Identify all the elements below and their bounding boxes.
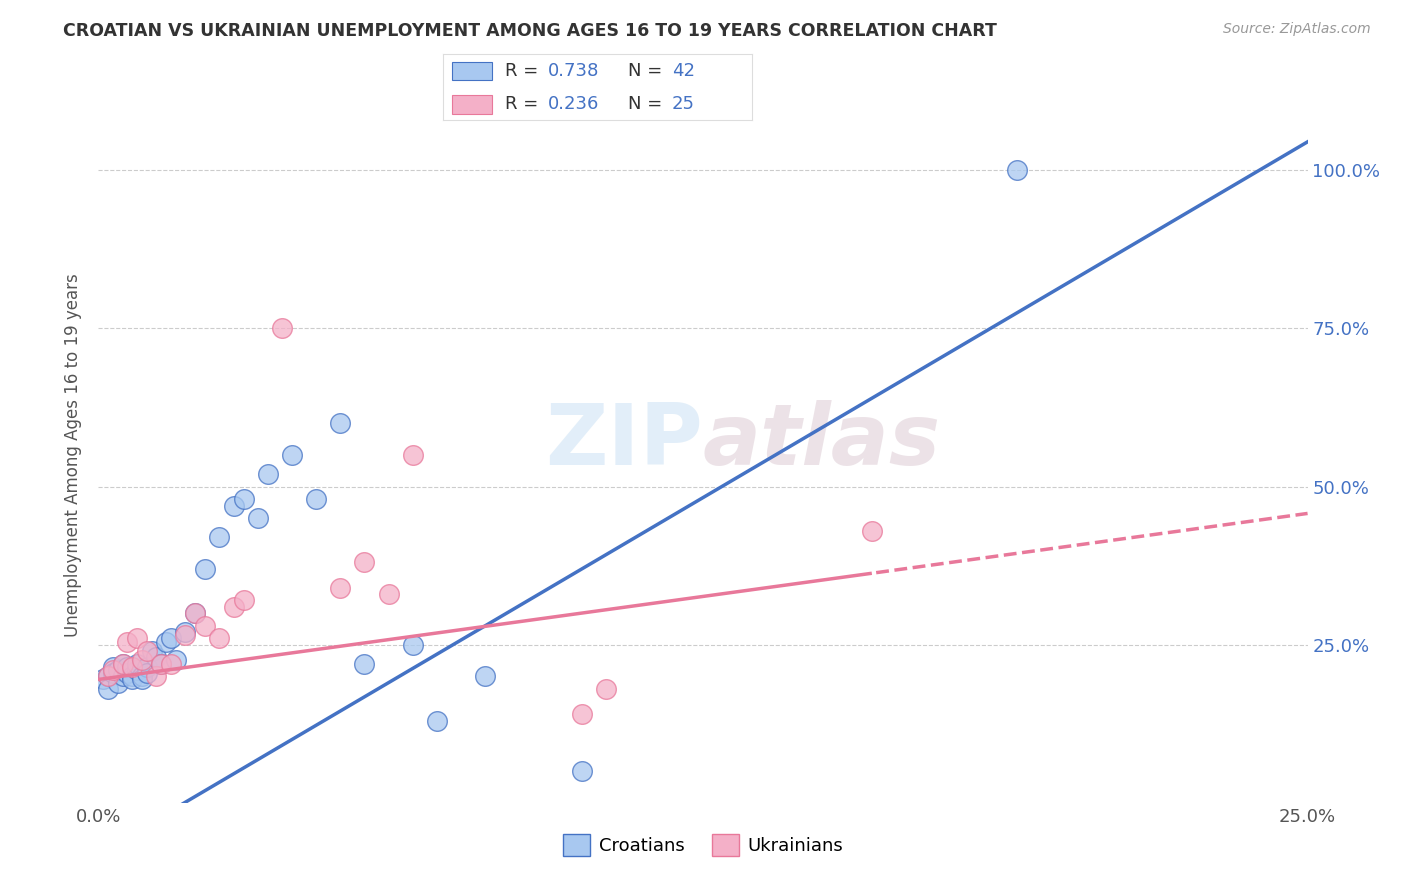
Point [222,599,245,614]
Point [91,673,114,687]
Point [121,673,143,687]
Point [184,606,207,620]
Text: atlas: atlas [703,400,941,483]
Point [150,657,173,671]
Point [135,666,157,681]
Bar [453,95,492,114]
Text: R =: R = [505,95,544,113]
Point [121,669,143,683]
Point [256,467,278,481]
Text: 25: 25 [672,95,695,113]
Point [353,556,375,570]
Text: N =: N = [628,95,668,113]
Point [131,673,153,687]
Point [165,653,187,667]
Point [111,669,134,683]
Y-axis label: Unemployment Among Ages 16 to 19 years: Unemployment Among Ages 16 to 19 years [65,273,83,637]
Point [474,669,496,683]
Point [121,660,143,674]
Point [232,492,254,507]
Point [1007,163,1029,178]
Point [107,663,129,677]
Point [329,581,352,595]
Point [97,669,120,683]
Point [377,587,399,601]
Point [247,511,270,525]
Point [184,606,207,620]
Point [135,644,157,658]
Text: 42: 42 [672,62,695,80]
Text: ZIP: ZIP [546,400,703,483]
Point [305,492,328,507]
Point [571,764,593,779]
Point [571,707,593,722]
Point [174,628,197,642]
Point [174,625,197,640]
Point [402,638,425,652]
Point [111,657,134,671]
Point [101,663,124,677]
Point [141,644,163,658]
Point [117,634,139,648]
Point [101,660,124,674]
Point [281,448,304,462]
Bar [453,62,492,80]
Point [155,634,177,648]
Text: Source: ZipAtlas.com: Source: ZipAtlas.com [1223,22,1371,37]
Point [107,675,129,690]
Point [595,681,617,696]
Legend: Croatians, Ukrainians: Croatians, Ukrainians [555,827,851,863]
Point [127,657,149,671]
Point [111,657,134,671]
Point [271,321,294,335]
Point [222,499,245,513]
Point [131,653,153,667]
Point [232,593,254,607]
Point [145,650,167,665]
Text: N =: N = [628,62,668,80]
Point [135,660,157,674]
Point [127,632,149,646]
Point [426,714,449,728]
Point [194,618,217,632]
Point [208,632,231,646]
Point [101,666,124,681]
Point [160,657,183,671]
Point [160,632,183,646]
Point [329,417,352,431]
Text: R =: R = [505,62,544,80]
Point [145,669,167,683]
Text: CROATIAN VS UKRAINIAN UNEMPLOYMENT AMONG AGES 16 TO 19 YEARS CORRELATION CHART: CROATIAN VS UKRAINIAN UNEMPLOYMENT AMONG… [63,22,997,40]
Point [97,669,120,683]
Point [860,524,883,538]
Point [402,448,425,462]
Point [353,657,375,671]
Point [117,660,139,674]
Point [150,657,173,671]
Point [208,530,231,544]
Point [117,666,139,681]
Point [194,562,217,576]
Point [97,681,120,696]
Text: 0.738: 0.738 [548,62,599,80]
Text: 0.236: 0.236 [548,95,599,113]
Point [127,663,149,677]
Point [131,669,153,683]
